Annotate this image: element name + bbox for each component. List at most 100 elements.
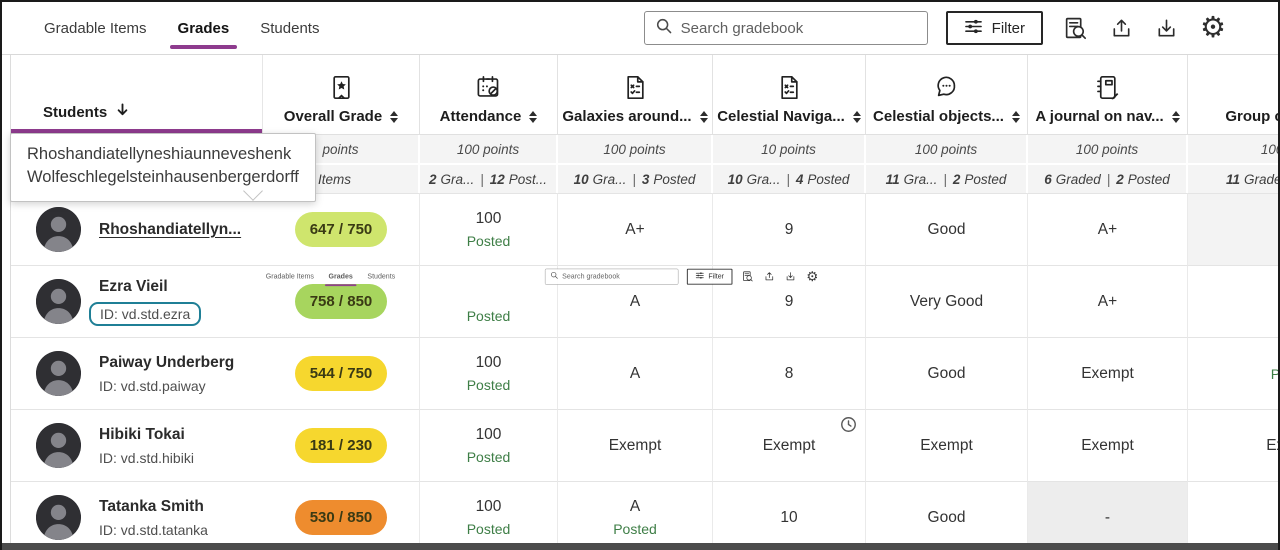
student-cell: Rhoshandiatellyn... — [11, 193, 263, 265]
student-name-link[interactable]: Ezra Vieil — [99, 277, 168, 295]
avatar — [36, 495, 81, 540]
journal-header-label: A journal on nav... — [1035, 108, 1164, 125]
graded-posted-info: 10 Gra... | 4 Posted — [713, 163, 866, 193]
grade-cell-journal[interactable]: - — [1028, 481, 1188, 545]
grade-cell-group[interactable]: Exempt — [1188, 409, 1278, 481]
points-info: 10 points — [713, 135, 866, 163]
grade-cell-galaxies[interactable]: A+ — [558, 193, 713, 265]
posted-status: Posted — [466, 377, 511, 393]
search-input[interactable] — [680, 19, 917, 37]
grade-cell-attendance[interactable]: 100 Posted — [420, 337, 558, 409]
graded-posted-info: 10 Gra... | 3 Posted — [558, 163, 713, 193]
points-info: 100 points — [1028, 135, 1188, 163]
grade-cell-journal[interactable]: Exempt — [1028, 409, 1188, 481]
posted-status: Posted — [466, 449, 511, 465]
grade-cell-galaxies[interactable]: A — [558, 337, 713, 409]
student-name-link[interactable]: Paiway Underberg — [99, 353, 235, 371]
grade-cell-celestial-objects[interactable]: Good — [866, 481, 1028, 545]
points-info: 100 points — [1188, 135, 1278, 163]
column-header-celestial-objects[interactable]: Celestial objects... — [866, 55, 1028, 135]
tab-grades[interactable]: Grades — [169, 4, 238, 53]
student-id: ID: vd.std.paiway — [99, 377, 206, 394]
student-id: ID: vd.std.tatanka — [99, 521, 208, 538]
column-header-journal[interactable]: A journal on nav... — [1028, 55, 1188, 135]
grade-cell-attendance[interactable]: 100 Posted — [420, 409, 558, 481]
overall-grade-pill[interactable]: 530 / 850 — [294, 500, 388, 535]
student-cell: Paiway Underberg ID: vd.std.paiway — [11, 337, 263, 409]
award-icon — [328, 74, 355, 101]
column-header-group[interactable]: Group challenge — [1188, 55, 1278, 135]
student-id-focused[interactable]: ID: vd.std.ezra — [89, 301, 202, 326]
journal-icon — [1094, 74, 1121, 101]
gradebook-tabs: Gradable Items Grades Students — [42, 4, 321, 53]
grade-cell-celestial-objects[interactable]: Very Good — [866, 265, 1028, 337]
overall-grade-pill[interactable]: 544 / 750 — [294, 356, 388, 391]
grade-cell-group[interactable] — [1188, 265, 1278, 337]
grade-cell-galaxies[interactable]: A — [558, 265, 713, 337]
overall-grade-pill[interactable]: 758 / 850 — [294, 284, 388, 319]
points-info: 100 points — [558, 135, 713, 163]
grade-cell-celestial-navigation[interactable]: Exempt — [713, 409, 866, 481]
filter-button[interactable]: Filter — [945, 11, 1043, 45]
grade-cell-galaxies[interactable]: Exempt — [558, 409, 713, 481]
grade-cell-celestial-objects[interactable]: Good — [866, 193, 1028, 265]
student-name-link[interactable]: Hibiki Tokai — [99, 425, 185, 443]
students-column-underline — [11, 129, 262, 134]
grade-cell-celestial-navigation[interactable]: 10 — [713, 481, 866, 545]
column-header-overall-grade[interactable]: Overall Grade — [263, 55, 420, 135]
posted-status: Posted — [1270, 365, 1280, 382]
sort-icon — [529, 110, 538, 123]
toolbar-actions: Filter ⚙ — [643, 11, 1228, 45]
grade-cell-celestial-objects[interactable]: Exempt — [866, 409, 1028, 481]
grade-cell-attendance[interactable]: 100 Posted — [420, 193, 558, 265]
grade-cell-journal[interactable]: Exempt — [1028, 337, 1188, 409]
overall-grade-cell: 530 / 850 — [263, 481, 420, 545]
graded-posted-info: 2 Gra... | 12 Post... — [420, 163, 558, 193]
tab-gradable-items[interactable]: Gradable Items — [44, 19, 147, 37]
sort-icon — [1011, 110, 1020, 123]
student-cell: Ezra Vieil ID: vd.std.ezra — [11, 265, 263, 337]
student-cell: Tatanka Smith ID: vd.std.tatanka — [11, 481, 263, 545]
student-name-link[interactable]: Tatanka Smith — [99, 497, 204, 515]
grade-cell-celestial-objects[interactable]: Good — [866, 337, 1028, 409]
active-tab-underline — [169, 44, 238, 49]
posted-status: Posted — [466, 308, 511, 324]
column-header-students[interactable]: Students — [11, 55, 263, 135]
overall-grade-header-label: Overall Grade — [283, 108, 383, 125]
points-info: 100 points — [420, 135, 558, 163]
overdue-clock-icon — [839, 415, 858, 439]
student-id: ID: vd.std.hibiki — [99, 449, 194, 466]
filter-sliders-icon — [964, 18, 983, 39]
grade-cell-journal[interactable]: A+ — [1028, 193, 1188, 265]
grade-cell-attendance[interactable]: 100 Posted — [420, 481, 558, 545]
column-header-galaxies[interactable]: Galaxies around... — [558, 55, 713, 135]
overall-grade-pill[interactable]: 181 / 230 — [294, 428, 388, 463]
celestial-navigation-header-label: Celestial Naviga... — [717, 108, 845, 125]
overall-grade-pill[interactable]: 647 / 750 — [294, 212, 388, 247]
grade-cell-galaxies[interactable]: A Posted — [558, 481, 713, 545]
upload-icon[interactable] — [1108, 17, 1135, 40]
grade-cell-celestial-navigation[interactable]: 9 — [713, 193, 866, 265]
grade-cell-attendance[interactable]: Posted — [420, 265, 558, 337]
student-name-tooltip: Rhoshandiatellyneshiaunneveshenk Wolfesc… — [10, 133, 316, 202]
tooltip-line2: Wolfeschlegelsteinhausenbergerdorff — [27, 168, 299, 187]
discussion-icon — [933, 74, 960, 101]
grade-cell-group[interactable] — [1188, 481, 1278, 545]
grade-cell-group[interactable]: Posted — [1188, 337, 1280, 409]
horizontal-scrollbar[interactable] — [2, 543, 1278, 550]
search-gradebook-box[interactable] — [643, 11, 928, 45]
download-icon[interactable] — [1153, 17, 1180, 40]
posted-status: Posted — [466, 521, 511, 537]
column-header-celestial-navigation[interactable]: Celestial Naviga... — [713, 55, 866, 135]
grade-cell-celestial-navigation[interactable]: 8 — [713, 337, 866, 409]
grade-cell-group[interactable] — [1188, 193, 1278, 265]
student-name-link[interactable]: Rhoshandiatellyn... — [99, 220, 242, 238]
column-header-attendance[interactable]: Attendance — [420, 55, 558, 135]
grade-cell-journal[interactable]: A+ — [1028, 265, 1188, 337]
grade-cell-celestial-navigation[interactable]: 9 — [713, 265, 866, 337]
settings-gear-icon[interactable]: ⚙ — [1200, 12, 1226, 44]
grade-review-icon[interactable] — [1061, 16, 1090, 41]
overall-grade-cell: 647 / 750 — [263, 193, 420, 265]
tab-students[interactable]: Students — [260, 19, 320, 37]
assessment-icon — [776, 74, 803, 101]
